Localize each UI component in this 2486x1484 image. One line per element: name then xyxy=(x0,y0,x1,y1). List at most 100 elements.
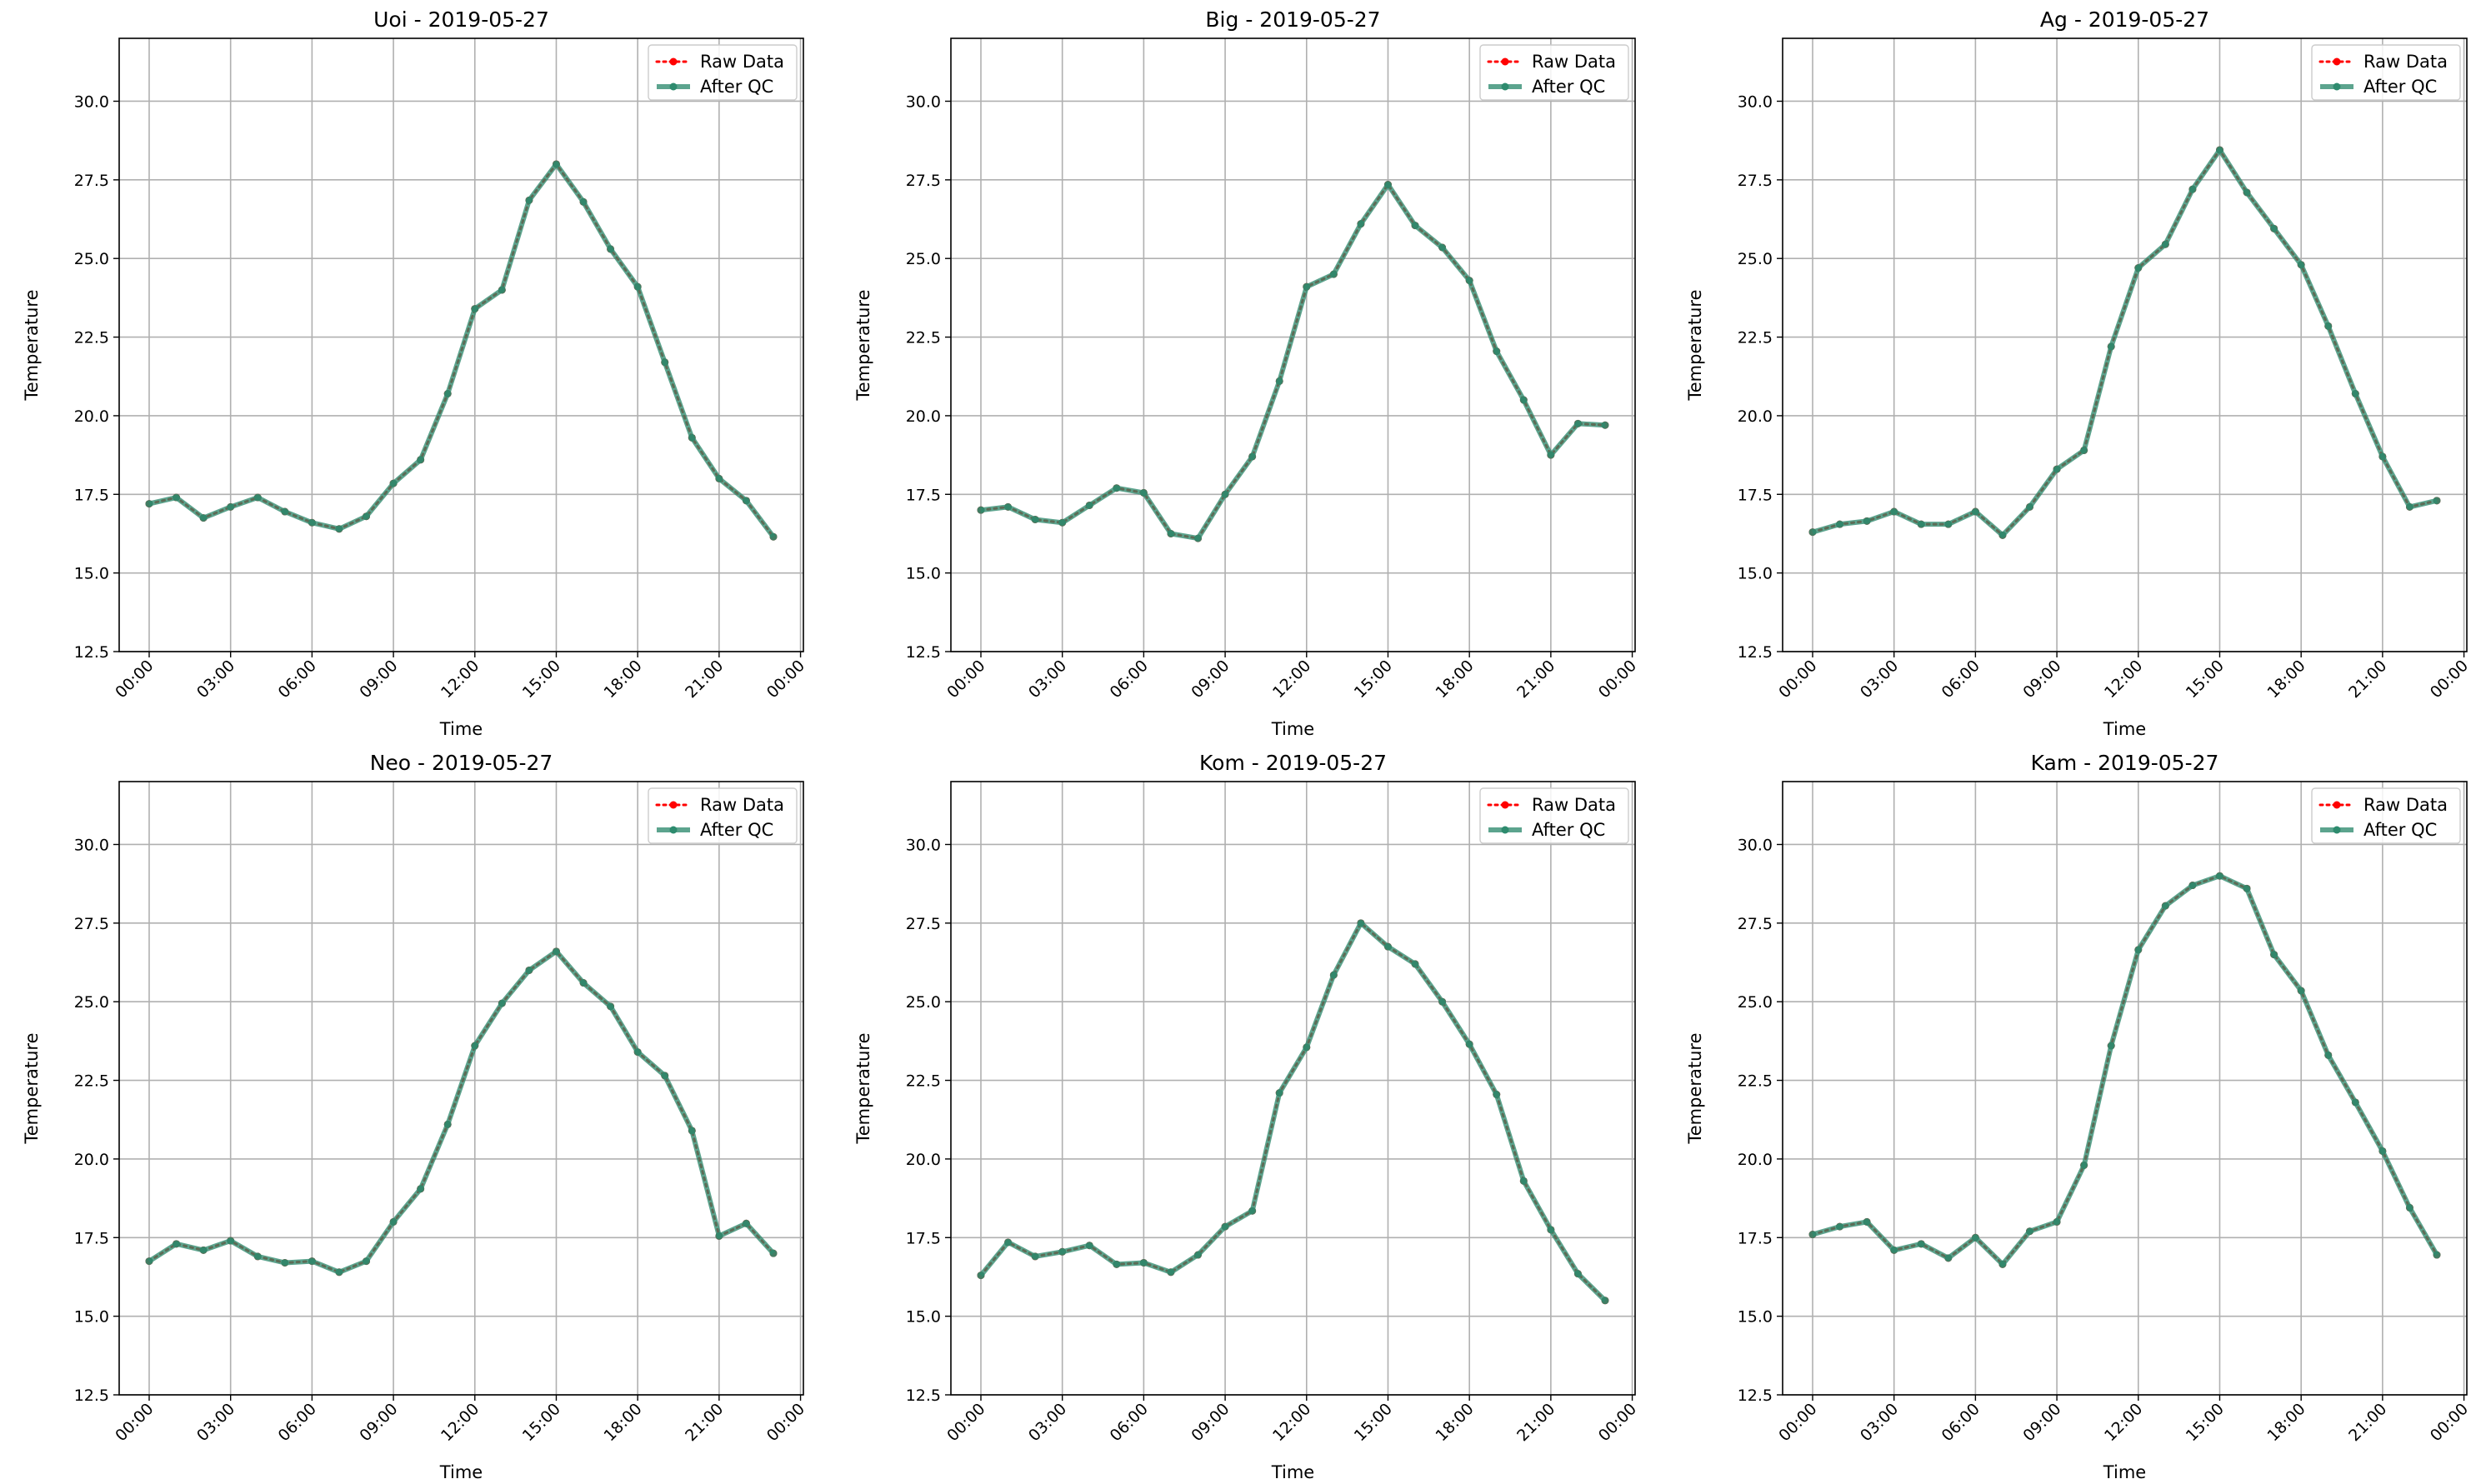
series-raw-line xyxy=(148,949,775,1274)
qc-data-point xyxy=(633,282,642,291)
x-tick-label: 03:00 xyxy=(1025,657,1070,702)
x-tick-label: 00:00 xyxy=(943,1400,988,1445)
qc-data-point xyxy=(2324,1051,2333,1059)
y-tick-label: 22.5 xyxy=(74,1072,109,1091)
series-raw-line xyxy=(1811,147,2438,537)
qc-data-point xyxy=(2188,882,2197,890)
qc-data-point xyxy=(977,506,985,514)
x-tick-label: 21:00 xyxy=(2345,1400,2390,1445)
y-tick-label: 20.0 xyxy=(906,1151,941,1169)
qc-data-point xyxy=(1194,1251,1203,1259)
x-tick-label: 00:00 xyxy=(1595,1400,1640,1445)
qc-data-point xyxy=(2080,446,2088,454)
qc-data-point xyxy=(1547,451,1555,459)
legend-raw-label: Raw Data xyxy=(1532,52,1616,72)
qc-data-point xyxy=(525,966,533,974)
qc-data-point xyxy=(1275,1089,1283,1097)
legend-qc-label: After QC xyxy=(1532,820,1605,840)
x-tick-label: 15:00 xyxy=(1351,657,1396,702)
y-tick-label: 15.0 xyxy=(1738,565,1773,583)
qc-data-point xyxy=(2243,188,2251,197)
y-axis-label: Temperature xyxy=(853,289,873,401)
qc-data-point xyxy=(1411,960,1419,968)
y-tick-label: 25.0 xyxy=(1738,993,1773,1012)
qc-data-point xyxy=(1167,529,1175,537)
y-tick-label: 25.0 xyxy=(906,993,941,1012)
qc-data-point xyxy=(2433,1251,2441,1259)
x-axis-label: Time xyxy=(1271,1462,1314,1482)
plot-frame xyxy=(1782,781,2468,1396)
qc-data-point xyxy=(2080,1161,2088,1169)
x-tick-label: 15:00 xyxy=(519,1400,564,1445)
y-tick-label: 17.5 xyxy=(906,486,941,504)
y-tick-label: 20.0 xyxy=(74,407,109,426)
qc-data-point xyxy=(1004,1238,1013,1247)
x-tick-label: 12:00 xyxy=(1269,657,1314,702)
x-tick-label: 03:00 xyxy=(1025,1400,1070,1445)
subplot-1: 12.5 15.0 17.5 20.0 22.5 25.0 27.5 30.0 00:00 03:… xyxy=(853,7,1640,739)
y-tick-label: 25.0 xyxy=(74,250,109,268)
y-tick-label: 20.0 xyxy=(906,407,941,426)
qc-data-point xyxy=(1601,421,1609,429)
y-axis-label: Temperature xyxy=(1685,289,1705,401)
qc-data-point xyxy=(1836,520,1844,528)
x-tick-label: 18:00 xyxy=(600,657,645,702)
qc-data-point xyxy=(1573,419,1582,427)
y-tick-label: 30.0 xyxy=(74,836,109,854)
subplot-title: Kom - 2019-05-27 xyxy=(1199,751,1387,775)
x-tick-label: 18:00 xyxy=(2263,657,2308,702)
qc-data-point xyxy=(1275,377,1283,385)
qc-data-point xyxy=(1917,520,1925,528)
qc-data-point xyxy=(389,1217,398,1226)
y-tick-label: 30.0 xyxy=(1738,836,1773,854)
x-tick-label: 21:00 xyxy=(682,1400,727,1445)
legend-raw-marker xyxy=(2333,801,2341,809)
series-qc-line xyxy=(978,920,1608,1302)
legend-raw-marker xyxy=(669,57,678,66)
qc-data-point xyxy=(1863,517,1871,525)
qc-data-point xyxy=(2134,946,2143,954)
qc-data-point xyxy=(742,1219,750,1227)
qc-data-point xyxy=(2243,884,2251,892)
qc-data-point xyxy=(1357,220,1365,228)
x-tick-label: 00:00 xyxy=(1595,657,1640,702)
legend-qc-marker xyxy=(1501,82,1509,91)
qc-data-point xyxy=(607,245,615,253)
qc-data-point xyxy=(2378,1147,2387,1155)
x-tick-label: 00:00 xyxy=(763,1400,808,1445)
qc-data-point xyxy=(2026,502,2034,511)
legend-raw-label: Raw Data xyxy=(2363,795,2448,815)
qc-data-point xyxy=(1221,490,1229,498)
x-tick-label: 06:00 xyxy=(1938,1400,1983,1445)
qc-data-point xyxy=(2053,1217,2061,1226)
qc-data-point xyxy=(661,358,669,367)
qc-data-point xyxy=(1383,942,1392,951)
y-tick-label: 15.0 xyxy=(906,565,941,583)
qc-data-point xyxy=(1113,1260,1121,1268)
qc-data-point xyxy=(1031,1252,1039,1261)
qc-data-point xyxy=(2215,872,2223,880)
x-tick-label: 06:00 xyxy=(1938,657,1983,702)
y-tick-label: 12.5 xyxy=(1738,1387,1773,1405)
y-tick-label: 17.5 xyxy=(1738,1229,1773,1247)
qc-data-point xyxy=(1085,501,1093,509)
legend-raw-marker xyxy=(2333,57,2341,66)
qc-data-point xyxy=(253,1252,262,1261)
qc-data-point xyxy=(525,196,533,204)
subplot-title: Kam - 2019-05-27 xyxy=(2031,751,2219,775)
qc-data-point xyxy=(1438,997,1447,1006)
legend-raw-label: Raw Data xyxy=(1532,795,1616,815)
qc-data-point xyxy=(1601,1297,1609,1305)
y-tick-label: 27.5 xyxy=(1738,172,1773,190)
qc-data-point xyxy=(1167,1268,1175,1277)
qc-data-point xyxy=(2215,146,2223,154)
qc-data-point xyxy=(1303,1043,1311,1052)
legend-qc-label: After QC xyxy=(700,77,773,97)
series-qc-line xyxy=(148,948,776,1275)
qc-data-point xyxy=(715,474,723,482)
qc-data-point xyxy=(335,1268,343,1277)
qc-data-point xyxy=(1113,484,1121,492)
x-tick-label: 00:00 xyxy=(763,657,808,702)
